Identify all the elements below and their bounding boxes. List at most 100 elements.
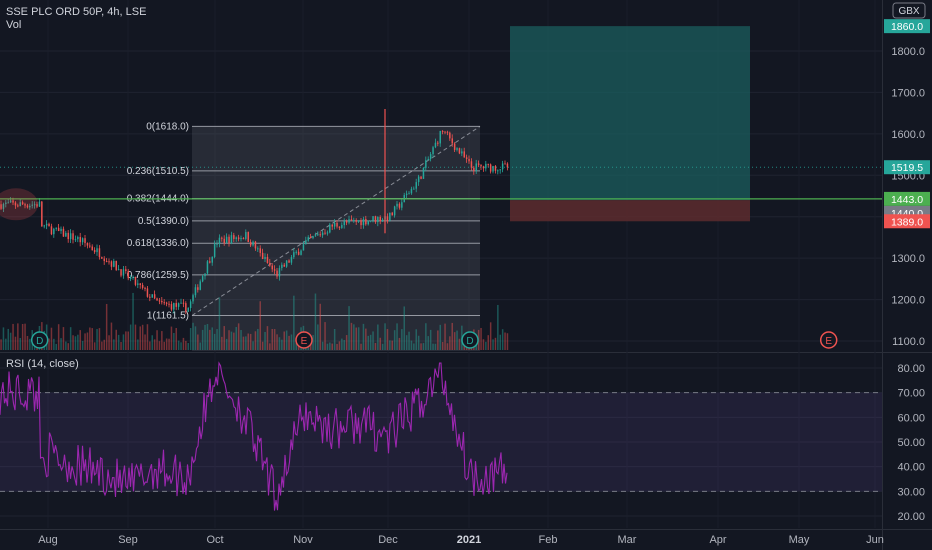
candle-body bbox=[465, 157, 468, 159]
dividend-icon[interactable]: D bbox=[461, 331, 479, 349]
volume-bar bbox=[69, 327, 72, 350]
volume-bar bbox=[489, 322, 492, 350]
candle-body bbox=[281, 264, 283, 269]
volume-bar bbox=[17, 323, 19, 350]
volume-bar bbox=[48, 338, 50, 350]
volume-bar bbox=[449, 336, 451, 350]
candle-body bbox=[487, 163, 489, 165]
volume-bar bbox=[67, 343, 69, 350]
candle-body bbox=[62, 228, 65, 237]
candle-body bbox=[221, 237, 223, 239]
event-label: E bbox=[301, 336, 308, 347]
dividend-icon[interactable]: D bbox=[30, 331, 49, 349]
candle-body bbox=[161, 300, 163, 303]
candle-body bbox=[211, 256, 213, 263]
volume-bar bbox=[485, 341, 487, 350]
volume-bar bbox=[321, 341, 324, 350]
time-tick-label: Jun bbox=[866, 534, 884, 546]
volume-bar bbox=[415, 329, 417, 350]
volume-bar bbox=[189, 327, 192, 350]
volume-bar bbox=[65, 341, 67, 350]
volume-bar bbox=[225, 338, 228, 350]
candle-body bbox=[398, 203, 401, 208]
volume-bar bbox=[254, 331, 257, 350]
price-tick-label: 1600.0 bbox=[891, 129, 925, 141]
candle-body bbox=[317, 234, 319, 236]
volume-bar bbox=[149, 341, 151, 350]
candle-body bbox=[300, 250, 302, 255]
candle-body bbox=[331, 224, 333, 227]
candle-body bbox=[485, 163, 487, 169]
candle-body bbox=[449, 132, 451, 139]
volume-bar bbox=[235, 327, 237, 350]
volume-bar bbox=[137, 339, 139, 350]
price-label-last: 1519.5 bbox=[884, 160, 930, 175]
volume-bar bbox=[60, 338, 62, 350]
candle-body bbox=[350, 219, 353, 221]
candle-body bbox=[312, 236, 314, 239]
volume-bar bbox=[333, 328, 336, 350]
candle-body bbox=[499, 169, 501, 171]
volume-bar bbox=[197, 334, 199, 350]
candle-body bbox=[506, 163, 509, 168]
volume-bar bbox=[273, 329, 276, 350]
candle-body bbox=[79, 237, 81, 243]
volume-bar bbox=[420, 343, 422, 350]
candle-body bbox=[463, 151, 465, 158]
volume-bar bbox=[139, 326, 141, 350]
earnings-icon[interactable]: E bbox=[819, 331, 838, 349]
candle-body bbox=[252, 241, 254, 246]
volume-bar bbox=[187, 343, 189, 350]
time-tick-label: Feb bbox=[539, 534, 558, 546]
candle-body bbox=[377, 216, 379, 223]
candle-body bbox=[290, 257, 293, 263]
volume-bar bbox=[161, 331, 163, 350]
volume-bar bbox=[312, 335, 314, 350]
event-label: D bbox=[36, 336, 43, 347]
fib-level-label: 0(1618.0) bbox=[146, 121, 189, 132]
candle-body bbox=[458, 148, 461, 154]
candle-body bbox=[333, 222, 336, 227]
volume-bar bbox=[444, 323, 446, 350]
chart-header: SSE PLC ORD 50P, 4h, LSE Vol bbox=[6, 6, 146, 32]
volume-bar bbox=[158, 341, 161, 350]
candle-body bbox=[197, 287, 199, 290]
volume-bar bbox=[125, 331, 127, 350]
candle-body bbox=[182, 302, 185, 304]
candle-body bbox=[425, 160, 427, 168]
volume-bar bbox=[360, 343, 362, 350]
candle-body bbox=[105, 260, 108, 262]
price-tick-label: 1700.0 bbox=[891, 87, 925, 99]
candle-body bbox=[410, 188, 413, 194]
volume-bar bbox=[405, 335, 408, 350]
candle-body bbox=[201, 276, 204, 282]
volume-bar bbox=[122, 334, 125, 350]
candle-body bbox=[156, 298, 158, 301]
candle-body bbox=[345, 221, 348, 223]
volume-bar bbox=[146, 324, 149, 350]
volume-bar bbox=[247, 333, 249, 350]
volume-bar bbox=[367, 335, 369, 350]
volume-bar bbox=[110, 322, 113, 350]
volume-bar bbox=[132, 292, 134, 350]
time-tick-label: May bbox=[789, 534, 810, 546]
volume-bar bbox=[269, 343, 271, 350]
volume-bar bbox=[329, 342, 331, 350]
candle-body bbox=[309, 237, 312, 239]
candle-body bbox=[122, 269, 125, 276]
candle-body bbox=[218, 237, 221, 244]
candle-body bbox=[19, 202, 21, 207]
candle-body bbox=[329, 224, 331, 233]
candle-body bbox=[494, 166, 497, 171]
earnings-icon[interactable]: E bbox=[295, 331, 313, 349]
currency-label: GBX bbox=[898, 6, 919, 17]
volume-bar bbox=[129, 324, 132, 350]
volume-bar bbox=[504, 332, 506, 350]
volume-bar bbox=[381, 343, 384, 350]
candle-body bbox=[321, 232, 324, 236]
candle-body bbox=[336, 222, 338, 227]
volume-bar bbox=[266, 326, 269, 350]
rsi-tick-label: 50.00 bbox=[897, 437, 925, 449]
candle-body bbox=[367, 220, 369, 225]
